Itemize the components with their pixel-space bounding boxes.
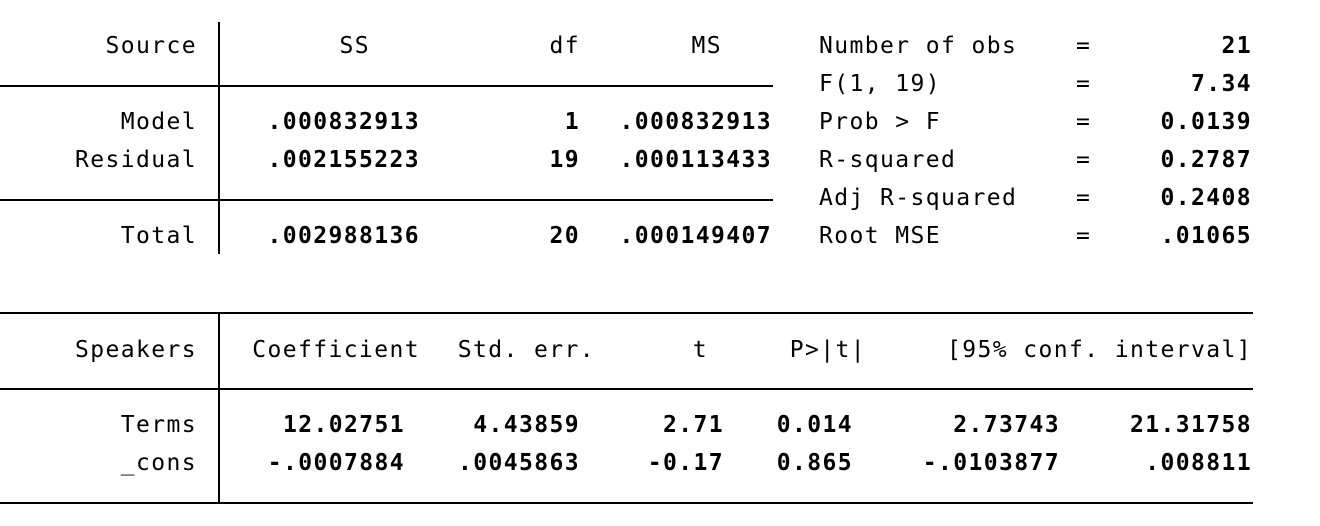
header-ms: MS <box>691 33 722 59</box>
variable-label: Terms <box>120 412 197 438</box>
t-value: -0.17 <box>647 450 724 476</box>
anova-total-rule <box>0 199 773 201</box>
header-std-err: Std. err. <box>457 337 595 363</box>
coef-value: 12.02751 <box>283 412 405 438</box>
coef-top-rule <box>0 312 1253 314</box>
ms-value: .000832913 <box>619 109 772 135</box>
source-label: Total <box>120 223 197 249</box>
variable-label: _cons <box>120 450 197 476</box>
coef-header-rule <box>0 388 1253 390</box>
coef-value: -.0007884 <box>267 450 405 476</box>
anova-header-rule <box>0 85 773 87</box>
header-p: P>|t| <box>789 337 866 363</box>
stat-equals: = <box>1076 147 1092 173</box>
ss-value: .002155223 <box>267 147 420 173</box>
header-variable: Speakers <box>75 337 197 363</box>
ms-value: .000149407 <box>619 223 772 249</box>
ci-low-value: -.0103877 <box>922 450 1060 476</box>
stat-value: .01065 <box>1160 223 1252 249</box>
stat-label: Root MSE <box>819 223 941 249</box>
coef-vertical-divider <box>218 313 220 503</box>
header-coefficient: Coefficient <box>252 337 420 363</box>
ci-low-value: 2.73743 <box>953 412 1060 438</box>
stat-label: R-squared <box>819 147 957 173</box>
stat-label: Prob > F <box>819 109 941 135</box>
stat-equals: = <box>1076 223 1092 249</box>
ss-value: .002988136 <box>267 223 420 249</box>
stat-equals: = <box>1076 109 1092 135</box>
header-ss: SS <box>339 33 370 59</box>
se-value: .0045863 <box>458 450 580 476</box>
ss-value: .000832913 <box>267 109 420 135</box>
p-value: 0.865 <box>776 450 853 476</box>
source-label: Model <box>120 109 197 135</box>
stat-value: 21 <box>1221 33 1252 59</box>
df-value: 19 <box>549 147 580 173</box>
header-t: t <box>692 337 708 363</box>
stat-equals: = <box>1076 185 1092 211</box>
ci-high-value: .008811 <box>1145 450 1252 476</box>
se-value: 4.43859 <box>473 412 580 438</box>
header-conf-interval: [95% conf. interval] <box>947 337 1252 363</box>
header-df: df <box>549 33 580 59</box>
stat-value: 7.34 <box>1191 71 1252 97</box>
source-label: Residual <box>75 147 197 173</box>
stat-label: Number of obs <box>819 33 1018 59</box>
df-value: 1 <box>564 109 580 135</box>
stat-equals: = <box>1076 33 1092 59</box>
stat-label: F(1, 19) <box>819 71 941 97</box>
stat-equals: = <box>1076 71 1092 97</box>
stat-label: Adj R-squared <box>819 185 1018 211</box>
stat-value: 0.0139 <box>1160 109 1252 135</box>
coef-bottom-rule <box>0 502 1253 504</box>
stat-value: 0.2787 <box>1160 147 1252 173</box>
anova-vertical-divider <box>218 22 220 254</box>
ms-value: .000113433 <box>619 147 772 173</box>
p-value: 0.014 <box>776 412 853 438</box>
stat-value: 0.2408 <box>1160 185 1252 211</box>
t-value: 2.71 <box>663 412 724 438</box>
header-source: Source <box>105 33 197 59</box>
ci-high-value: 21.31758 <box>1130 412 1252 438</box>
df-value: 20 <box>549 223 580 249</box>
